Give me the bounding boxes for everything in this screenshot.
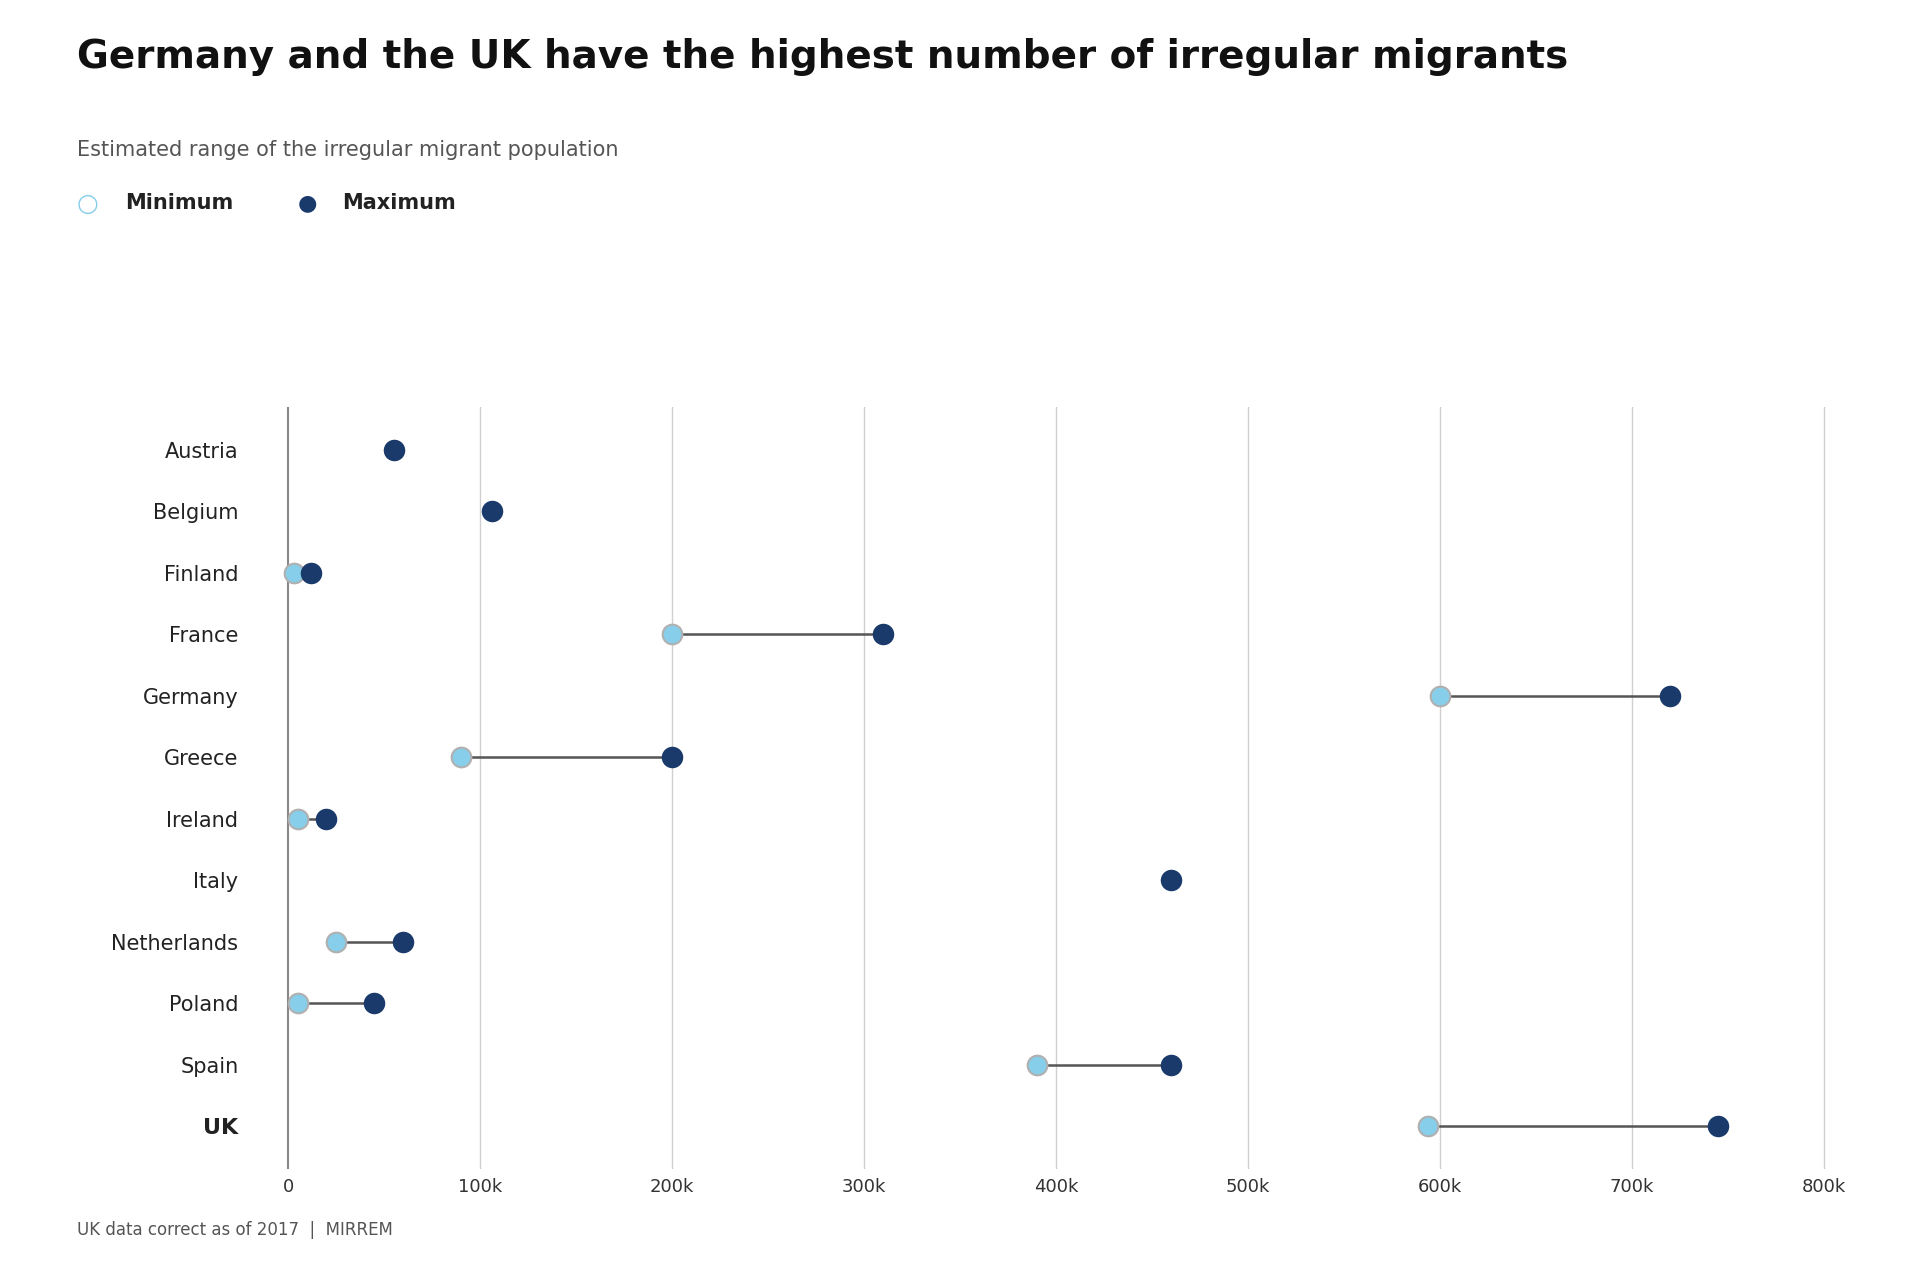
- Point: [657, 747, 687, 768]
- Point: [1703, 1116, 1734, 1136]
- Point: [1156, 1055, 1187, 1075]
- Point: [1156, 871, 1187, 891]
- Text: Germany and the UK have the highest number of irregular migrants: Germany and the UK have the highest numb…: [77, 38, 1569, 76]
- Point: [1021, 1055, 1052, 1075]
- Text: ●: ●: [298, 193, 317, 214]
- Text: Minimum: Minimum: [125, 193, 232, 214]
- Point: [278, 563, 309, 583]
- Point: [311, 808, 342, 829]
- Point: [476, 501, 507, 521]
- Point: [445, 747, 476, 768]
- Point: [282, 808, 313, 829]
- Point: [868, 624, 899, 644]
- Point: [296, 563, 326, 583]
- Point: [1425, 685, 1455, 705]
- Point: [321, 932, 351, 952]
- Text: ○: ○: [77, 192, 98, 215]
- Point: [1655, 685, 1686, 705]
- Point: [1413, 1116, 1444, 1136]
- Text: UK data correct as of 2017  |  MIRREM: UK data correct as of 2017 | MIRREM: [77, 1221, 394, 1239]
- Text: Estimated range of the irregular migrant population: Estimated range of the irregular migrant…: [77, 140, 618, 160]
- Point: [378, 440, 409, 460]
- Point: [388, 932, 419, 952]
- Point: [359, 993, 390, 1013]
- Point: [657, 624, 687, 644]
- Point: [282, 993, 313, 1013]
- Text: Maximum: Maximum: [342, 193, 455, 214]
